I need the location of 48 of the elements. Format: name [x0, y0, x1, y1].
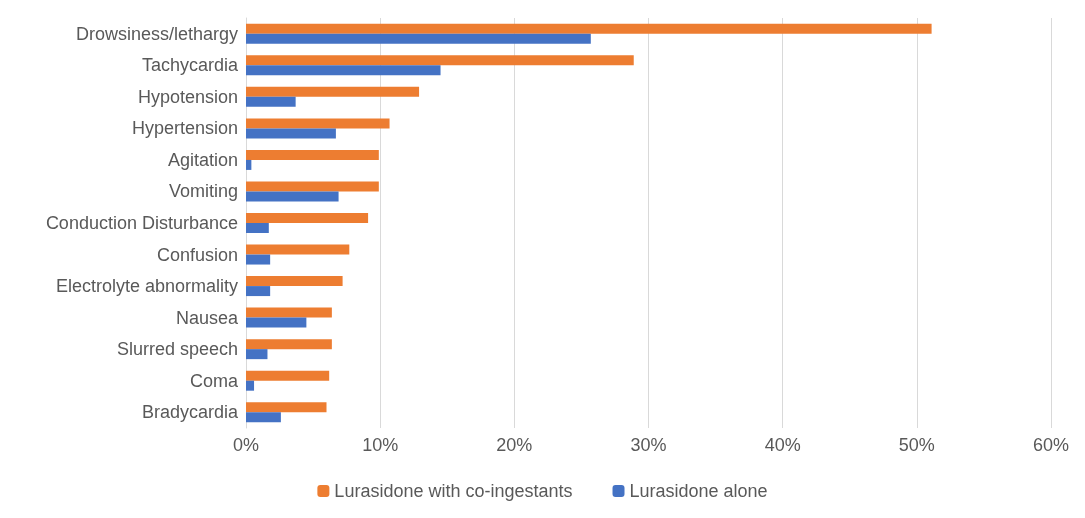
bar [246, 149, 379, 160]
bar [246, 223, 269, 233]
y-tick-label: Vomiting [168, 181, 238, 202]
x-tick-label: 0% [232, 435, 260, 455]
bar [246, 317, 307, 328]
bar [246, 370, 330, 381]
bar [246, 254, 271, 265]
bar [246, 191, 339, 202]
y-tick-label: Tachycardia [141, 55, 239, 76]
bar [246, 55, 634, 66]
bar [246, 244, 350, 255]
y-tick-label: Electrolyte abnormality [55, 276, 238, 297]
x-tick-label: 40% [764, 435, 801, 455]
bar [246, 213, 369, 223]
x-tick-label: 10% [362, 435, 399, 455]
bar [246, 380, 255, 391]
x-tick-label: 30% [630, 435, 667, 455]
bar [246, 276, 343, 287]
x-tick-label: 60% [1032, 435, 1070, 455]
legend-label: Lurasidone with co-ingestants [334, 481, 573, 501]
legend-label: Lurasidone alone [629, 481, 768, 501]
y-tick-label: Hypertension [131, 118, 238, 139]
bar [246, 128, 336, 139]
bar [246, 286, 271, 297]
y-tick-label: Conduction Disturbance [45, 213, 238, 233]
bar [246, 339, 332, 350]
bar [246, 159, 252, 170]
bar [246, 307, 332, 318]
y-tick-label: Coma [189, 370, 239, 391]
x-tick-label: 20% [496, 435, 533, 455]
bar [246, 181, 379, 192]
y-tick-label: Confusion [156, 244, 238, 265]
bar [246, 65, 441, 76]
y-tick-label: Nausea [175, 307, 239, 328]
y-tick-label: Drowsiness/lethargy [75, 23, 238, 44]
bar [246, 402, 327, 413]
bar [246, 349, 268, 360]
y-tick-label: Hypotension [137, 86, 238, 107]
y-tick-label: Bradycardia [141, 402, 239, 423]
bar [246, 86, 420, 97]
bar [246, 412, 281, 423]
bar [246, 96, 296, 107]
y-tick-label: Slurred speech [116, 339, 238, 360]
bar [246, 118, 390, 129]
y-tick-label: Agitation [167, 149, 238, 170]
x-tick-label: 50% [898, 435, 935, 455]
bar [246, 33, 591, 44]
bar [246, 23, 932, 34]
